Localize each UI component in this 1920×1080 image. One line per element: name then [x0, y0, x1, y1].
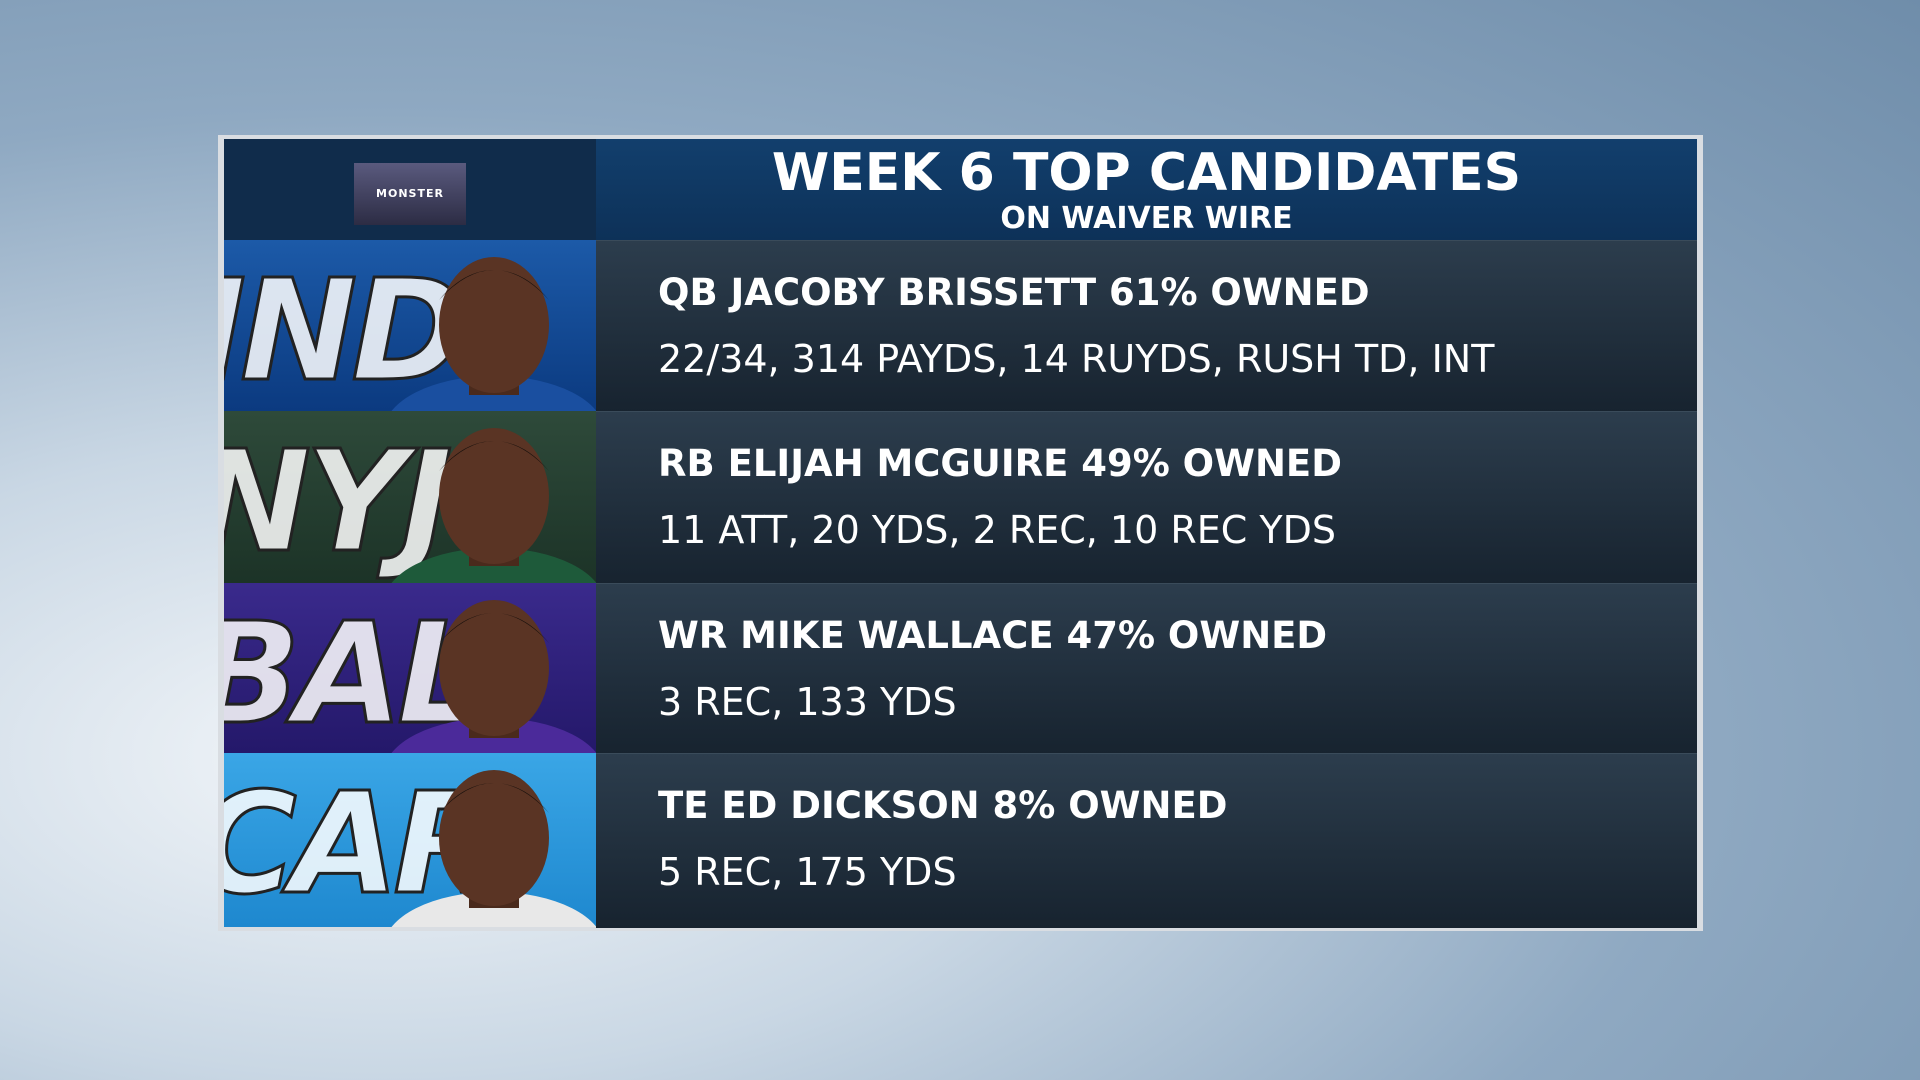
player-photo: IND [224, 240, 596, 411]
player-headline: RB ELIJAH MCGUIRE 49% OWNED [658, 442, 1342, 485]
subtitle: ON WAIVER WIRE [1000, 201, 1293, 236]
player-stats: 5 REC, 175 YDS [658, 850, 957, 894]
header: MONSTER WEEK 6 TOP CANDIDATES ON WAIVER … [224, 139, 1697, 240]
team-logo: NYJ [224, 420, 454, 584]
player-figure [391, 770, 596, 927]
player-stats: 11 ATT, 20 YDS, 2 REC, 10 REC YDS [658, 508, 1336, 552]
row: CAR TE ED DICKSON 8% OWNED 5 REC, 175 YDS [224, 753, 1697, 928]
player-figure [391, 257, 596, 411]
row: NYJ RB ELIJAH MCGUIRE 49% OWNED 11 ATT, 2… [224, 411, 1697, 584]
info-cell: QB JACOBY BRISSETT 61% OWNED 22/34, 314 P… [596, 240, 1697, 412]
player-headline: TE ED DICKSON 8% OWNED [658, 784, 1228, 827]
row: IND QB JACOBY BRISSETT 61% OWNED 22/34, 3… [224, 240, 1697, 412]
panel: MONSTER WEEK 6 TOP CANDIDATES ON WAIVER … [218, 135, 1703, 931]
player-photo: NYJ [224, 411, 596, 583]
logo: MONSTER [354, 163, 466, 225]
player-headline: QB JACOBY BRISSETT 61% OWNED [658, 271, 1370, 314]
info-cell: WR MIKE WALLACE 47% OWNED 3 REC, 133 YDS [596, 583, 1697, 754]
logo-cell: MONSTER [224, 139, 596, 240]
info-cell: RB ELIJAH MCGUIRE 49% OWNED 11 ATT, 20 YD… [596, 411, 1697, 584]
player-photo: CAR [224, 753, 596, 927]
player-stats: 22/34, 314 PAYDS, 14 RUYDS, RUSH TD, INT [658, 337, 1495, 381]
panel-inner: MONSTER WEEK 6 TOP CANDIDATES ON WAIVER … [224, 139, 1697, 928]
info-cell: TE ED DICKSON 8% OWNED 5 REC, 175 YDS [596, 753, 1697, 928]
row: BAL WR MIKE WALLACE 47% OWNED 3 REC, 133 … [224, 583, 1697, 754]
player-figure [391, 600, 596, 753]
player-stats: 3 REC, 133 YDS [658, 680, 957, 724]
team-logo: IND [224, 249, 469, 412]
player-headline: WR MIKE WALLACE 47% OWNED [658, 614, 1328, 657]
title: WEEK 6 TOP CANDIDATES [771, 143, 1522, 203]
player-figure [391, 428, 596, 583]
player-photo: BAL [224, 583, 596, 753]
